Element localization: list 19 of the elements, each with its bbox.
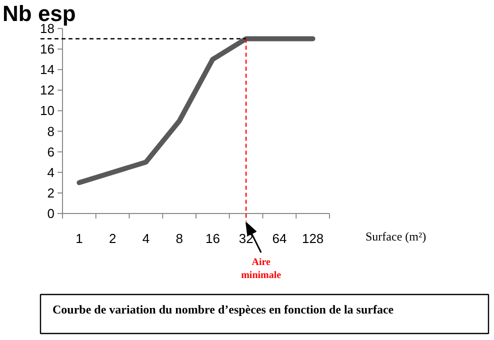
- x-tick-label: 8: [176, 231, 183, 246]
- y-tick-label: 4: [47, 164, 55, 180]
- text: Aire minimale: [241, 257, 282, 281]
- x-tick-label: 2: [108, 231, 116, 246]
- x-tick-label: 4: [142, 231, 150, 246]
- y-tick-label: 2: [47, 185, 55, 200]
- y-tick-label: 12: [40, 82, 55, 98]
- y-tick-label: 6: [47, 144, 55, 160]
- x-tick-label: 128: [302, 231, 324, 246]
- y-tick-label: 16: [40, 42, 55, 57]
- y-tick-label: 0: [47, 206, 55, 221]
- x-tick-label: 16: [205, 231, 220, 246]
- y-tick-label: 10: [40, 103, 55, 118]
- y-tick-label: 14: [40, 62, 55, 78]
- x-tick-label: 1: [76, 231, 83, 246]
- x-tick-label: 64: [272, 231, 287, 246]
- y-tick-label: 8: [47, 124, 55, 139]
- x-axis-title: Surface (m²): [366, 230, 426, 244]
- text: Courbe de variation du nombre d’espèces en fonction de la surface: [52, 302, 394, 316]
